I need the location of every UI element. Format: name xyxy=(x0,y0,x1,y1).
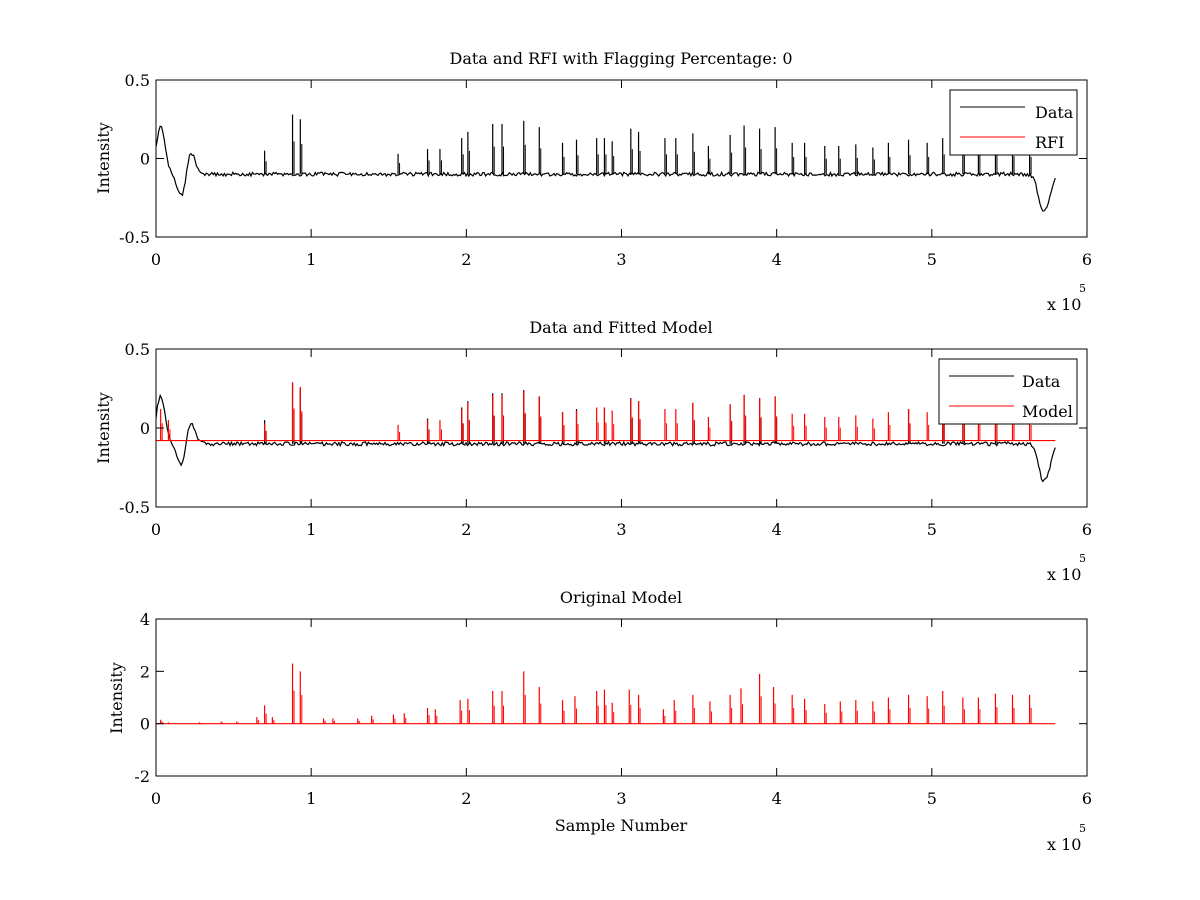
panel-2-ylabel: Intensity xyxy=(94,392,113,464)
panel-3-ylabel: Intensity xyxy=(107,662,126,734)
y-tick-label: 2 xyxy=(140,662,150,681)
y-tick-label: 0 xyxy=(140,150,150,169)
x-tick-label: 2 xyxy=(461,250,471,269)
panel-2-series-group xyxy=(156,382,1056,483)
y-tick-label: 0 xyxy=(140,419,150,438)
panel-2-title: Data and Fitted Model xyxy=(529,318,712,337)
panel-3-title: Original Model xyxy=(560,588,682,607)
panel-2-x-exponent-power: 5 xyxy=(1079,552,1086,565)
panel-2-plot-area xyxy=(156,382,1056,483)
panel-2-legend: Data Model xyxy=(938,358,1078,425)
panel-1-x-ticks: 0 1 2 3 4 5 6 xyxy=(151,80,1092,269)
panel-1-plot-area xyxy=(156,114,1056,212)
panel-2-legend-box xyxy=(938,358,1078,425)
y-tick-label: -2 xyxy=(134,767,150,786)
y-tick-label: 0.5 xyxy=(125,340,150,359)
panel-1-x-exponent-power: 5 xyxy=(1079,282,1086,295)
panel-2-x-ticks: 0 1 2 3 4 5 6 xyxy=(151,349,1092,539)
x-tick-label: 5 xyxy=(927,789,937,808)
panel-1-legend-label-data: Data xyxy=(1035,103,1074,122)
x-tick-label: 3 xyxy=(616,250,626,269)
x-tick-label: 5 xyxy=(927,520,937,539)
panel-1-ylabel: Intensity xyxy=(94,122,113,194)
x-tick-label: 3 xyxy=(616,789,626,808)
panel-1-series-group xyxy=(156,114,1056,212)
x-tick-label: 4 xyxy=(772,250,782,269)
x-tick-label: 0 xyxy=(151,520,161,539)
y-tick-label: 0 xyxy=(140,715,150,734)
panel-3-xlabel: Sample Number xyxy=(555,816,688,835)
x-tick-label: 0 xyxy=(151,789,161,808)
x-tick-label: 6 xyxy=(1082,520,1092,539)
x-tick-label: 4 xyxy=(772,520,782,539)
y-tick-label: -0.5 xyxy=(119,498,150,517)
panel-3-x-ticks: 0 1 2 3 4 5 6 xyxy=(151,619,1092,808)
x-tick-label: 1 xyxy=(306,789,316,808)
x-tick-label: 5 xyxy=(927,250,937,269)
panel-3-x-exponent-power: 5 xyxy=(1079,822,1086,835)
panel-1-legend-box xyxy=(949,89,1078,156)
panel-1-legend: Data RFI xyxy=(949,89,1078,156)
y-tick-label: -0.5 xyxy=(119,228,150,247)
panel-2-legend-label-data: Data xyxy=(1022,372,1061,391)
x-tick-label: 1 xyxy=(306,250,316,269)
panel-3-y-ticks: -2 0 2 4 xyxy=(134,610,1087,786)
x-tick-label: 1 xyxy=(306,520,316,539)
panel-2-y-ticks: -0.5 0 0.5 xyxy=(119,340,1087,517)
x-tick-label: 6 xyxy=(1082,789,1092,808)
x-tick-label: 3 xyxy=(616,520,626,539)
panel-3-series-group xyxy=(156,663,1056,725)
panel-1-x-exponent: x 10 xyxy=(1047,295,1081,314)
y-tick-label: 4 xyxy=(140,610,150,629)
panel-3-plot-area xyxy=(156,663,1056,725)
y-tick-label: 0.5 xyxy=(125,71,150,90)
panel-1-title: Data and RFI with Flagging Percentage: 0 xyxy=(449,49,792,68)
panel-1-y-ticks: -0.5 0 0.5 xyxy=(119,71,1087,247)
x-tick-label: 2 xyxy=(461,789,471,808)
panel-3-x-exponent: x 10 xyxy=(1047,835,1081,854)
panel-2-legend-label-model: Model xyxy=(1022,402,1073,421)
panel-1-legend-label-rfi: RFI xyxy=(1035,133,1064,152)
panel-1: Data and RFI with Flagging Percentage: 0… xyxy=(94,49,1092,314)
x-tick-label: 0 xyxy=(151,250,161,269)
x-tick-label: 2 xyxy=(461,520,471,539)
x-tick-label: 6 xyxy=(1082,250,1092,269)
panel-2-x-exponent: x 10 xyxy=(1047,565,1081,584)
x-tick-label: 4 xyxy=(772,789,782,808)
